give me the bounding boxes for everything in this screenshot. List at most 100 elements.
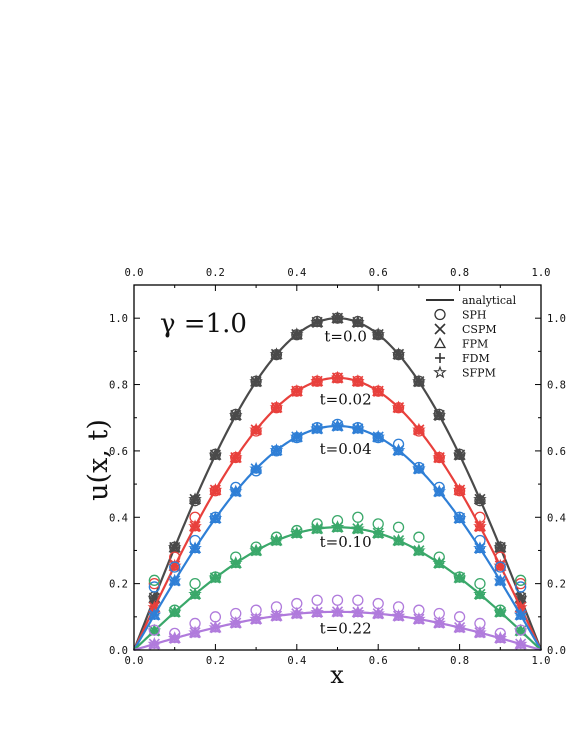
y-tick-label-right: 0.0	[547, 645, 566, 657]
sph-point	[392, 438, 405, 450]
sph-point	[352, 594, 364, 606]
legend-label: analytical	[462, 294, 517, 307]
sfpm-point	[228, 556, 243, 569]
sfpm-point	[351, 315, 365, 329]
sfpm-point	[208, 620, 223, 634]
sph-point	[250, 465, 262, 477]
sph-point	[474, 617, 486, 630]
sph-point	[291, 385, 303, 397]
curve-label: t=0.02	[320, 390, 372, 408]
sfpm-point	[371, 526, 385, 540]
sfpm-point	[473, 519, 487, 533]
legend-label: FDM	[462, 352, 490, 365]
legend-item: SFPM	[433, 365, 496, 380]
sfpm-point	[473, 541, 487, 555]
sph-point	[189, 617, 201, 630]
sfpm-point	[412, 543, 426, 557]
sph-point	[474, 577, 486, 590]
sph-point	[474, 534, 486, 547]
sph-point	[250, 541, 262, 553]
sfpm-point	[351, 521, 365, 535]
sph-point	[474, 511, 486, 523]
sph-point	[352, 375, 364, 387]
sfpm-point	[310, 605, 324, 619]
sph-point	[372, 431, 384, 444]
sfpm-point	[330, 311, 345, 324]
sfpm-point	[351, 374, 365, 388]
y-tick-label-right: 1.0	[547, 313, 566, 325]
sph-point	[352, 422, 364, 434]
sfpm-point	[310, 315, 324, 329]
y-tick-label-right: 0.8	[547, 380, 566, 392]
sph-point	[209, 485, 222, 497]
sfpm-point	[432, 408, 447, 422]
y-axis-title: u(x, t)	[83, 419, 114, 501]
x-tick-label: 0.2	[206, 655, 225, 667]
legend-marker	[434, 308, 446, 321]
sph-point	[230, 408, 242, 421]
sph-point	[413, 425, 425, 437]
sph-point	[453, 511, 466, 523]
sph-point	[515, 624, 527, 636]
sph-point	[291, 524, 303, 537]
sph-point	[148, 574, 161, 586]
sph-point	[474, 495, 486, 507]
sfpm-point	[412, 374, 426, 388]
sph-point	[433, 551, 445, 563]
sph-point	[169, 561, 181, 573]
sph-point	[453, 448, 466, 460]
x-tick-label: 0.4	[287, 655, 306, 667]
sph-point	[433, 607, 445, 620]
sfpm-point	[473, 625, 487, 639]
legend-marker-stroke	[434, 323, 446, 335]
sfpm-point	[391, 533, 406, 547]
y-tick-label-right: 0.2	[547, 579, 566, 591]
x-tick-label-top: 1.0	[532, 267, 551, 279]
sfpm-point	[452, 620, 467, 634]
sph-point	[230, 451, 242, 464]
sph-point	[230, 481, 242, 494]
y-tick-label: 1.0	[109, 313, 128, 325]
sfpm-point	[412, 612, 426, 625]
curve-label: t=0.22	[320, 619, 372, 637]
sph-point	[250, 604, 262, 616]
sph-point	[270, 531, 283, 543]
sph-point	[413, 375, 425, 387]
sph-point	[148, 577, 161, 590]
sph-point	[392, 402, 405, 414]
sfpm-point	[167, 540, 182, 554]
sph-point	[352, 315, 364, 328]
sfpm-point	[269, 608, 284, 622]
sph-point	[453, 611, 466, 623]
legend-item: FDM	[435, 352, 490, 365]
sph-point	[372, 329, 384, 341]
sfpm-point	[432, 556, 447, 569]
sfpm-point	[391, 443, 406, 457]
sph-point	[311, 594, 323, 606]
plot-area: t=0.0 t=0.02 t=0.04 t=0.10 t=0.22	[132, 311, 543, 652]
sph-point	[392, 521, 405, 533]
sfpm-point	[228, 408, 243, 422]
sph-point	[494, 627, 506, 640]
sfpm-point	[228, 615, 243, 629]
series-t-0-10	[133, 511, 542, 651]
sph-point	[515, 574, 527, 586]
sfpm-point	[432, 615, 447, 629]
sfpm-point	[290, 606, 304, 620]
sph-point	[433, 408, 445, 421]
x-tick-label: 0.8	[450, 655, 469, 667]
x-tick-label-top: 0.2	[206, 267, 225, 279]
sfpm-point	[167, 573, 182, 587]
sph-point	[250, 425, 262, 437]
sfpm-point	[473, 587, 487, 601]
sph-point	[372, 385, 384, 397]
sfpm-point	[452, 447, 467, 461]
sph-point	[311, 375, 323, 387]
sph-point	[372, 518, 384, 530]
sph-point	[311, 518, 323, 530]
sfpm-point	[330, 418, 345, 432]
sph-point	[413, 604, 425, 616]
series-t-0-22	[133, 594, 542, 652]
sph-point	[230, 607, 242, 620]
axes: 0.00.00.20.20.40.40.60.60.80.81.01.00.0 0…	[109, 267, 566, 667]
